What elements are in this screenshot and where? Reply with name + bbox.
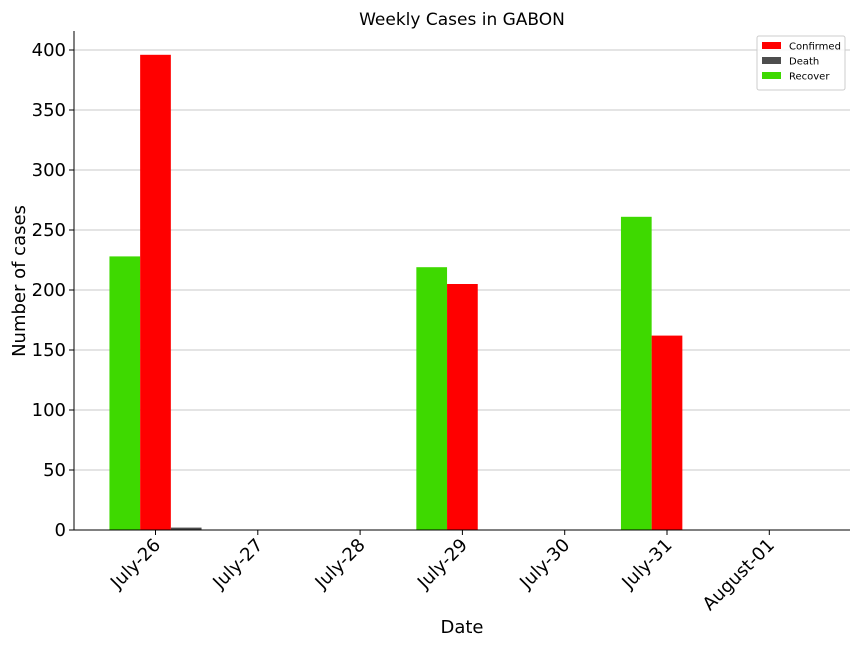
legend: Confirmed Death Recover	[756, 35, 846, 91]
bar-confirmed-july-29	[447, 284, 478, 530]
x-axis-label: Date	[440, 617, 483, 638]
legend-label-recover: Recover	[789, 72, 830, 83]
bar-confirmed-july-31	[651, 335, 683, 530]
y-tick-label: 400	[32, 40, 66, 61]
bars	[109, 54, 683, 531]
legend-swatch-confirmed	[762, 42, 781, 49]
legend-swatch-death	[762, 57, 781, 64]
x-tick-label: July-31	[618, 535, 677, 594]
legend-label-confirmed: Confirmed	[789, 42, 841, 53]
y-tick-label: 150	[32, 340, 66, 361]
x-tick-label: August-01	[699, 535, 779, 615]
x-tick-label: July-29	[413, 535, 472, 594]
x-tick-label: July-26	[106, 535, 165, 594]
chart-title: Weekly Cases in GABON	[359, 10, 565, 30]
y-tick-label: 300	[32, 160, 66, 181]
y-tick-label: 0	[55, 520, 66, 541]
y-ticks: 0 50 100 150 200 250 300 350 400	[32, 40, 74, 541]
bar-recover-july-31	[620, 216, 652, 531]
y-tick-label: 200	[32, 280, 66, 301]
x-tick-label: July-27	[208, 535, 267, 594]
x-tick-label: July-28	[311, 535, 370, 594]
legend-label-death: Death	[789, 57, 819, 68]
bar-death-july-26	[170, 527, 202, 530]
bar-recover-july-29	[416, 267, 448, 530]
x-tick-label: July-30	[515, 535, 574, 594]
y-tick-label: 350	[32, 100, 66, 121]
y-axis-label: Number of cases	[9, 205, 30, 357]
x-ticks: July-26 July-27 July-28 July-29 July-30 July-…	[106, 530, 779, 615]
y-tick-label: 50	[43, 460, 66, 481]
y-tick-label: 100	[32, 400, 66, 421]
bar-recover-july-26	[109, 256, 141, 530]
y-tick-label: 250	[32, 220, 66, 241]
bar-confirmed-july-26	[140, 54, 171, 531]
legend-swatch-recover	[762, 72, 781, 79]
